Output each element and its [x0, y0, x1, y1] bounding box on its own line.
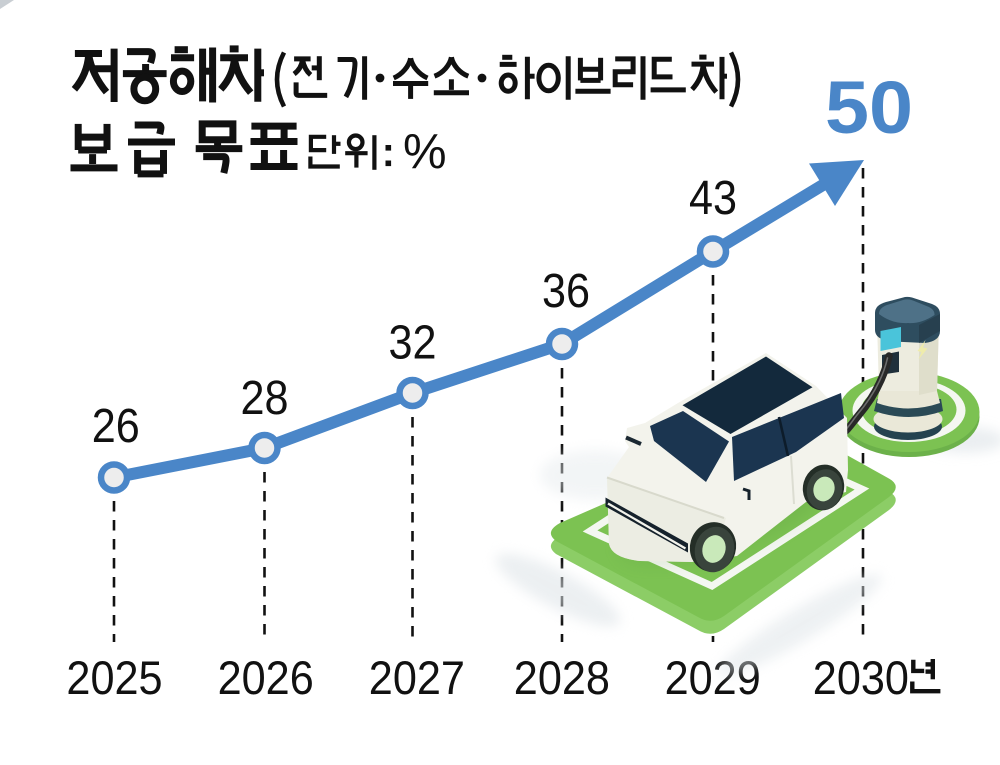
- svg-text:28: 28: [240, 370, 288, 425]
- svg-text:36: 36: [542, 263, 590, 318]
- svg-text:2028: 2028: [514, 651, 610, 704]
- svg-text:2025: 2025: [66, 651, 162, 704]
- svg-text:32: 32: [388, 314, 436, 369]
- svg-text:50: 50: [825, 67, 913, 149]
- svg-text:2026: 2026: [218, 651, 314, 704]
- svg-text:2030: 2030: [813, 651, 909, 704]
- svg-text:43: 43: [689, 170, 737, 225]
- svg-text:%: %: [403, 125, 447, 179]
- svg-text:26: 26: [92, 397, 140, 452]
- svg-text:2027: 2027: [369, 651, 465, 704]
